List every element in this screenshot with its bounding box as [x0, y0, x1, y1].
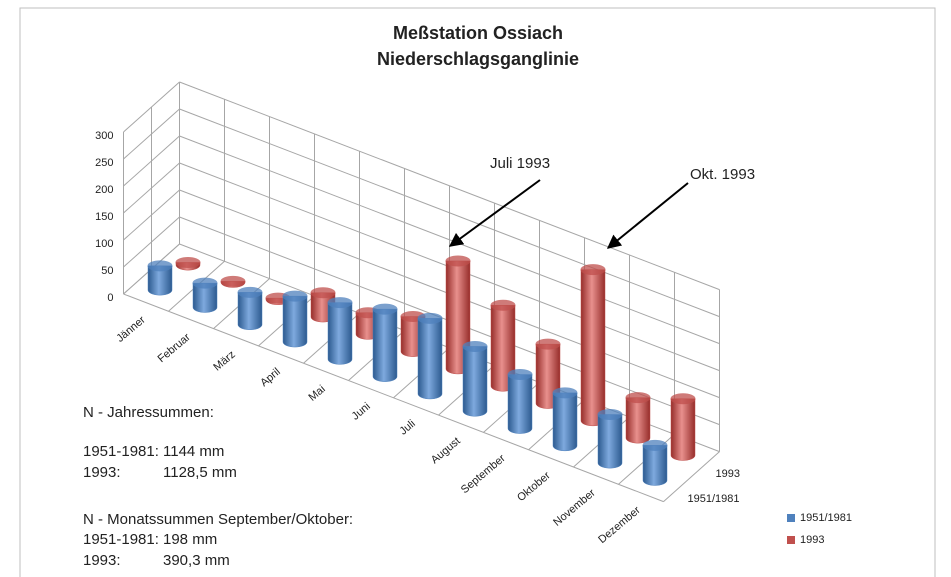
y-tick-label: 200: [95, 184, 113, 196]
cylinder-top: [580, 264, 606, 276]
frame: [19, 7, 936, 577]
annotation-arrow: [606, 182, 689, 249]
x-tick-label: Februar: [156, 331, 193, 365]
cylinder-top: [597, 409, 623, 421]
legend-label: 1993: [800, 534, 824, 546]
grid-line: [179, 81, 720, 291]
note-heading: N - Jahressummen:: [83, 404, 214, 421]
note-label: 1993:: [83, 464, 121, 481]
cylinder: [580, 269, 606, 427]
cylinder-top: [327, 297, 353, 309]
legend-label: 1951/1981: [800, 512, 852, 524]
depth-label: 1951/1981: [688, 493, 740, 505]
depth-label: 1993: [716, 468, 740, 480]
cylinder-top: [625, 392, 651, 404]
grid-line: [123, 216, 180, 268]
cylinder-top: [372, 303, 398, 315]
x-tick-label: August: [429, 435, 463, 466]
cylinder-top: [175, 256, 201, 268]
cylinder: [372, 308, 398, 382]
x-tick-label: Dezember: [596, 504, 643, 546]
chart-title: Meßstation Ossiach: [393, 23, 563, 43]
cylinder-top: [417, 312, 443, 324]
cylinder-top: [552, 387, 578, 399]
note-value: 390,3 mm: [163, 552, 230, 569]
cylinder: [282, 295, 308, 348]
cylinder: [237, 292, 263, 330]
note-value: 198 mm: [163, 531, 217, 548]
cylinder: [192, 282, 218, 313]
cylinder: [507, 374, 533, 434]
note-label: 1993:: [83, 552, 121, 569]
x-tick-label: Jänner: [114, 314, 148, 345]
cylinder: [642, 445, 668, 486]
chart-subtitle: Niederschlagsganglinie: [377, 49, 579, 69]
y-tick-label: 100: [95, 238, 113, 250]
note-value: 1128,5 mm: [163, 464, 237, 481]
grid-line: [123, 162, 180, 214]
cylinder-top: [490, 299, 516, 311]
cylinder: [597, 414, 623, 469]
x-tick-label: März: [211, 349, 237, 374]
cylinder-top: [445, 255, 471, 267]
cylinder-top: [147, 260, 173, 272]
y-tick-label: 300: [95, 130, 113, 142]
x-tick-label: November: [551, 487, 598, 529]
cylinder: [417, 318, 443, 400]
legend-swatch: [787, 514, 795, 522]
grid-line: [123, 189, 180, 241]
x-tick-label: April: [258, 366, 283, 389]
cylinder-top: [237, 286, 263, 298]
legend-swatch: [787, 536, 795, 544]
cylinder-top: [220, 275, 246, 287]
cylinder-top: [535, 338, 561, 350]
y-tick-label: 50: [101, 265, 113, 277]
cylinder-top: [642, 439, 668, 451]
grid-line: [179, 108, 720, 318]
grid-line: [123, 108, 180, 160]
y-tick-label: 0: [107, 292, 113, 304]
x-tick-label: Juni: [350, 400, 373, 422]
cylinder-top: [670, 393, 696, 405]
cylinder: [462, 346, 488, 417]
cylinder: [327, 302, 353, 365]
cylinder: [147, 265, 173, 296]
annotation-arrow: [448, 179, 541, 247]
floor-line: [663, 451, 720, 502]
cylinder: [625, 397, 651, 444]
note-heading: N - Monatssummen September/Oktober:: [83, 511, 353, 528]
cylinder-top: [192, 277, 218, 289]
cylinder: [552, 392, 578, 452]
x-tick-label: September: [459, 452, 508, 496]
x-tick-label: Mai: [306, 383, 327, 404]
x-tick-label: Juli: [397, 418, 417, 438]
y-tick-label: 150: [95, 211, 113, 223]
annotation: Okt. 1993: [690, 166, 755, 183]
note-label: 1951-1981:: [83, 443, 159, 460]
cylinder-top: [282, 290, 308, 302]
cylinder-top: [310, 287, 336, 299]
x-tick-label: Oktober: [515, 469, 553, 504]
y-tick-label: 250: [95, 157, 113, 169]
annotation: Juli 1993: [490, 155, 550, 172]
note-label: 1951-1981:: [83, 531, 159, 548]
grid-line: [123, 135, 180, 187]
cylinder-top: [507, 369, 533, 381]
note-value: 1144 mm: [163, 443, 224, 460]
cylinder-top: [462, 340, 488, 352]
cylinder: [670, 398, 696, 461]
grid-line: [123, 81, 180, 133]
floor-line: [123, 293, 664, 503]
